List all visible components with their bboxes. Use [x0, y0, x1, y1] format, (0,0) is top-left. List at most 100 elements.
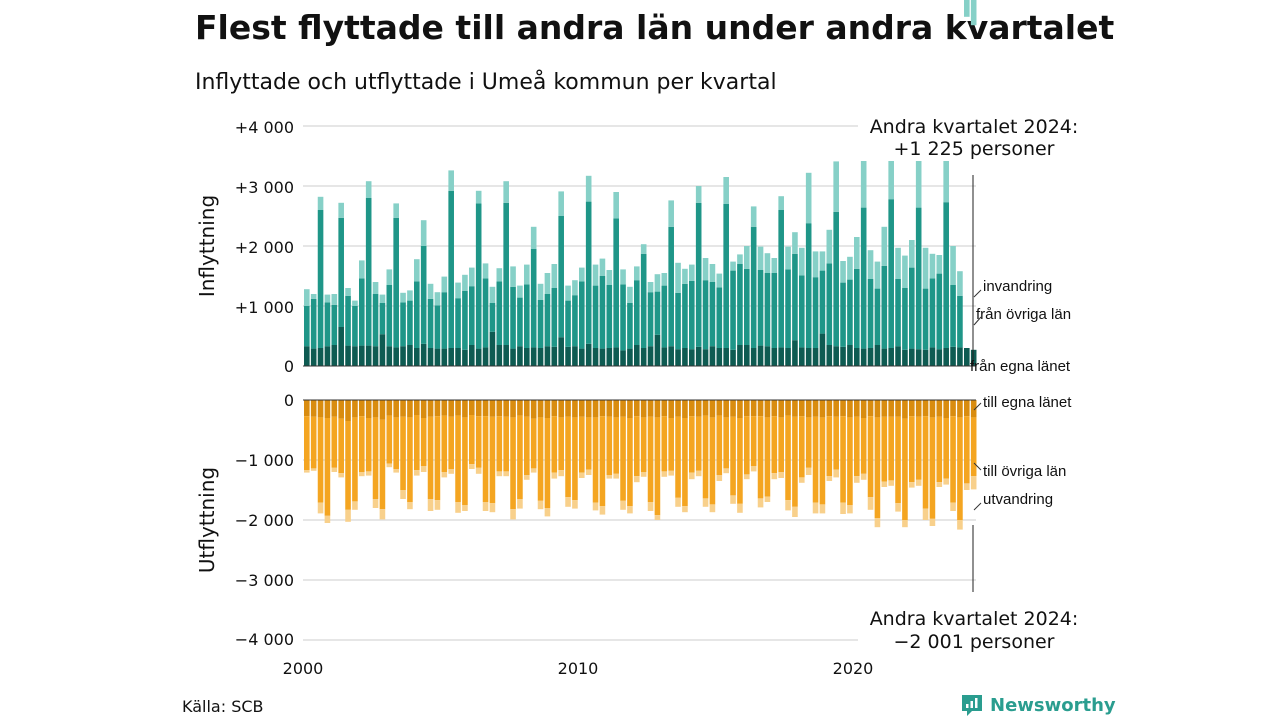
bar-fran-ovriga-lan	[819, 270, 826, 334]
bar-till-ovriga-lan	[345, 421, 351, 510]
bar-till-ovriga-lan	[819, 417, 826, 505]
bar-invandring	[730, 261, 736, 271]
bar-fran-egna-lanet	[448, 348, 454, 366]
bar-till-ovriga-lan	[909, 416, 915, 483]
bar-invandring	[957, 271, 963, 296]
bar-till-egna-lanet	[909, 400, 915, 417]
bar-invandring	[833, 161, 839, 212]
bar-till-ovriga-lan	[964, 416, 970, 484]
bar-fran-ovriga-lan	[812, 277, 819, 348]
bar-fran-ovriga-lan	[936, 273, 943, 350]
bar-invandring	[929, 253, 936, 279]
bar-till-egna-lanet	[310, 400, 317, 417]
bar-utvandring	[826, 476, 833, 481]
bar-till-ovriga-lan	[723, 417, 729, 469]
bar-fran-egna-lanet	[799, 347, 805, 366]
bar-fran-ovriga-lan	[922, 288, 929, 350]
bar-till-egna-lanet	[537, 400, 544, 418]
bar-invandring	[324, 294, 331, 303]
bar-till-ovriga-lan	[414, 415, 420, 471]
bar-till-egna-lanet	[317, 400, 324, 418]
bar-till-egna-lanet	[819, 400, 826, 418]
bar-fran-egna-lanet	[400, 346, 406, 366]
bar-till-ovriga-lan	[510, 417, 516, 510]
bar-till-egna-lanet	[812, 400, 819, 417]
bar-utvandring	[427, 499, 434, 511]
bar-invandring	[964, 0, 970, 17]
bar-utvandring	[517, 499, 523, 509]
label-leader-egna-out	[973, 402, 982, 411]
bar-utvandring	[702, 498, 709, 507]
bar-till-egna-lanet	[455, 400, 461, 416]
bar-till-ovriga-lan	[716, 415, 723, 475]
bar-invandring	[496, 268, 503, 282]
bar-fran-ovriga-lan	[365, 198, 372, 346]
bar-fran-ovriga-lan	[565, 300, 571, 347]
bar-fran-ovriga-lan	[359, 278, 365, 346]
bar-utvandring	[750, 466, 757, 472]
bar-invandring	[764, 253, 771, 273]
bar-till-ovriga-lan	[737, 418, 743, 504]
bar-till-egna-lanet	[592, 400, 599, 418]
bar-till-ovriga-lan	[496, 416, 503, 472]
bar-till-egna-lanet	[654, 400, 661, 418]
bar-till-ovriga-lan	[585, 417, 592, 470]
bar-invandring	[510, 266, 516, 287]
bar-fran-egna-lanet	[324, 346, 331, 366]
bar-utvandring	[943, 478, 949, 485]
bar-till-egna-lanet	[565, 400, 571, 417]
bar-till-ovriga-lan	[730, 416, 736, 496]
bar-till-ovriga-lan	[475, 416, 482, 468]
bar-utvandring	[496, 471, 503, 477]
bar-invandring	[792, 232, 798, 254]
bar-fran-egna-lanet	[489, 331, 496, 366]
bar-invandring	[592, 264, 599, 286]
bar-invandring	[689, 264, 695, 281]
bar-till-ovriga-lan	[434, 416, 441, 501]
bottom-annotation-line2: −2 001 personer	[894, 631, 1055, 653]
bar-till-egna-lanet	[744, 400, 750, 417]
bar-till-ovriga-lan	[812, 416, 819, 503]
bar-till-egna-lanet	[524, 400, 530, 417]
top-y-tick: +4 000	[235, 118, 294, 137]
bar-till-ovriga-lan	[462, 417, 468, 505]
bar-fran-egna-lanet	[716, 348, 723, 366]
bar-fran-ovriga-lan	[764, 273, 771, 347]
bar-till-egna-lanet	[874, 400, 881, 418]
bar-fran-ovriga-lan	[943, 202, 949, 348]
bar-fran-ovriga-lan	[750, 226, 757, 348]
bar-till-egna-lanet	[304, 400, 310, 417]
bar-till-egna-lanet	[764, 400, 771, 418]
bar-till-ovriga-lan	[386, 415, 393, 464]
bar-utvandring	[338, 473, 344, 478]
bar-invandring	[475, 190, 482, 204]
bar-fran-ovriga-lan	[585, 201, 592, 344]
bar-till-egna-lanet	[695, 400, 702, 417]
bar-fran-ovriga-lan	[324, 302, 331, 347]
bar-fran-egna-lanet	[544, 346, 551, 366]
bar-till-egna-lanet	[936, 400, 943, 417]
bar-utvandring	[957, 520, 963, 530]
bar-fran-egna-lanet	[441, 348, 448, 366]
bar-fran-ovriga-lan	[805, 223, 812, 348]
bar-utvandring	[551, 472, 558, 479]
bar-fran-ovriga-lan	[826, 263, 833, 345]
bar-fran-egna-lanet	[572, 346, 578, 366]
bar-invandring	[970, 0, 977, 26]
bar-till-egna-lanet	[964, 400, 970, 417]
bar-invandring	[551, 264, 558, 288]
bar-fran-ovriga-lan	[558, 216, 564, 338]
bar-fran-egna-lanet	[826, 345, 833, 366]
bar-utvandring	[695, 470, 702, 477]
bar-invandring	[455, 282, 461, 299]
bar-till-egna-lanet	[709, 400, 716, 418]
bar-fran-ovriga-lan	[613, 218, 619, 348]
bar-utvandring	[647, 502, 654, 511]
bar-till-egna-lanet	[805, 400, 812, 418]
bar-fran-ovriga-lan	[682, 283, 688, 348]
bar-utvandring	[867, 497, 874, 510]
bar-fran-ovriga-lan	[386, 285, 393, 347]
top-y-tick: +3 000	[235, 178, 294, 197]
bar-fran-ovriga-lan	[909, 267, 915, 349]
bar-utvandring	[819, 504, 826, 514]
